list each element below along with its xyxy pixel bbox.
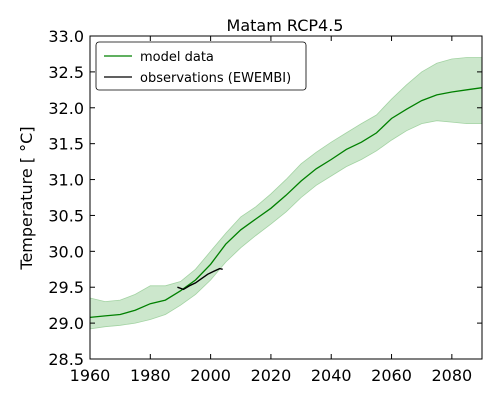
legend-label-observations: observations (EWEMBI) (140, 71, 291, 86)
y-tick-label: 31.0 (48, 171, 84, 190)
x-tick-label: 2000 (190, 366, 231, 385)
legend: model data observations (EWEMBI) (95, 41, 307, 91)
observations-line (177, 267, 223, 291)
legend-box (95, 41, 307, 91)
x-tick-label: 2020 (251, 366, 292, 385)
y-tick-label: 28.5 (48, 350, 84, 369)
y-tick-label: 29.0 (48, 314, 84, 333)
legend-label-model: model data (140, 50, 214, 65)
x-tick-label: 2040 (311, 366, 352, 385)
plot-frame (89, 35, 483, 360)
chart-title: Matam RCP4.5 (227, 16, 344, 35)
model-spread-band (89, 57, 483, 330)
y-axis: 28.5 29.0 29.5 30.0 30.5 31.0 31.5 32.0 32.5 33.0 (48, 27, 482, 369)
y-tick-label: 29.5 (48, 278, 84, 297)
x-tick-label: 2060 (371, 366, 412, 385)
y-tick-label: 31.5 (48, 135, 84, 154)
x-tick-label: 1960 (70, 366, 111, 385)
y-tick-label: 32.5 (48, 63, 84, 82)
model-data-line (89, 87, 483, 319)
x-axis: 1960 1980 2000 2020 2040 2060 2080 (70, 36, 472, 385)
y-tick-label: 30.0 (48, 242, 84, 261)
y-axis-label: Temperature [ °C] (17, 126, 36, 270)
plot-area (89, 57, 483, 330)
x-tick-label: 1980 (130, 366, 171, 385)
x-tick-label: 2080 (431, 366, 472, 385)
y-tick-label: 33.0 (48, 27, 84, 46)
y-tick-label: 30.5 (48, 206, 84, 225)
y-tick-label: 32.0 (48, 99, 84, 118)
